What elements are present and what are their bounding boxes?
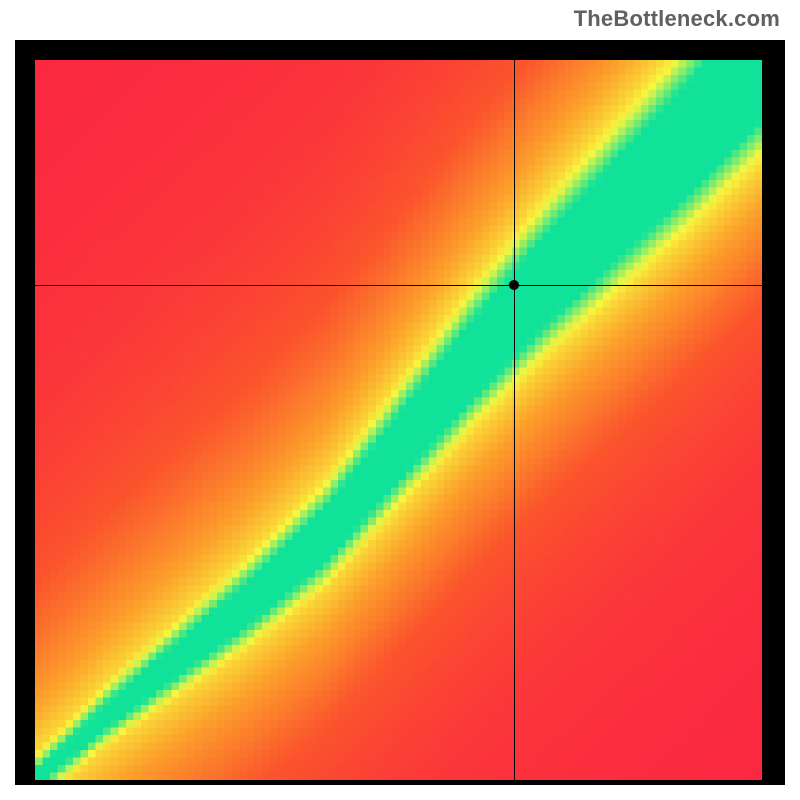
plot-area (35, 60, 762, 780)
crosshair-horizontal (35, 285, 762, 286)
chart-container: TheBottleneck.com (0, 0, 800, 800)
crosshair-point (509, 280, 519, 290)
plot-frame (15, 40, 785, 785)
attribution-text: TheBottleneck.com (574, 6, 780, 32)
bottleneck-heatmap (35, 60, 762, 780)
crosshair-vertical (514, 60, 515, 780)
